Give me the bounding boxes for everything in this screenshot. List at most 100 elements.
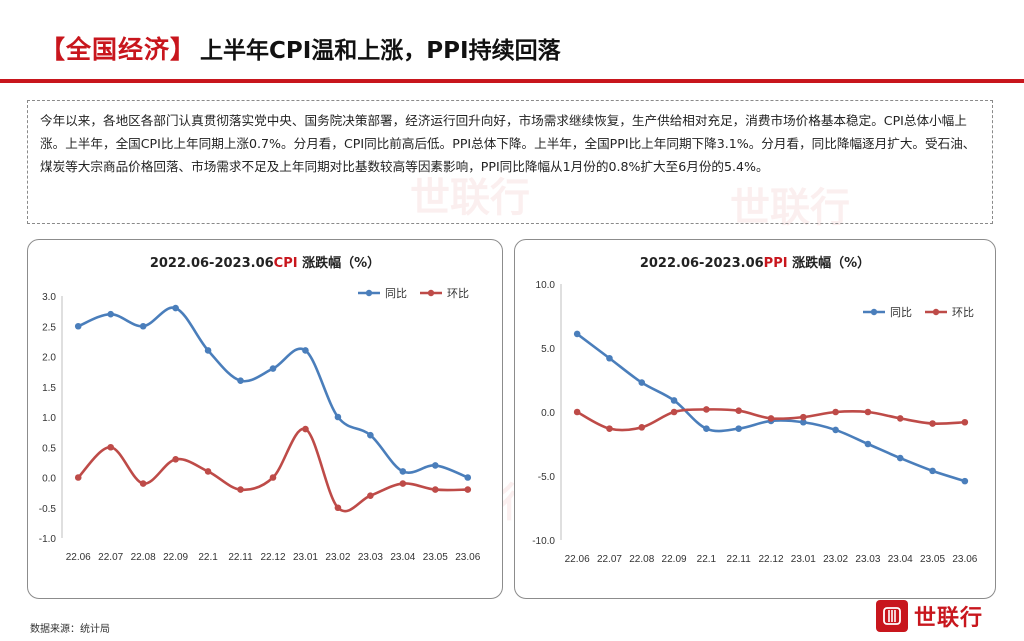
ppi-data-point bbox=[735, 407, 742, 415]
logo-text: 世联行 bbox=[914, 606, 984, 631]
cpi-data-point bbox=[139, 322, 147, 330]
cpi-x-tick-label: 23.06 bbox=[455, 552, 480, 563]
ppi-data-point bbox=[670, 408, 678, 416]
cpi-x-tick-label: 23.02 bbox=[325, 552, 350, 563]
cpi-data-point bbox=[464, 474, 472, 481]
cpi-chart-title: 2022.06-2023.06CPI 涨跌幅（%） bbox=[28, 252, 502, 271]
cpi-x-tick-label: 23.01 bbox=[293, 552, 318, 563]
ppi-legend-label: 同比 bbox=[890, 306, 912, 319]
ppi-x-tick-label: 22.08 bbox=[629, 554, 654, 565]
cpi-data-point bbox=[172, 456, 179, 463]
cpi-data-point bbox=[107, 443, 114, 451]
cpi-x-tick-label: 22.08 bbox=[131, 552, 156, 563]
ppi-y-tick-label: 10.0 bbox=[536, 280, 556, 291]
cpi-legend-label: 环比 bbox=[447, 287, 469, 300]
ppi-data-point bbox=[864, 408, 872, 416]
cpi-title-accent: CPI bbox=[273, 256, 298, 271]
cpi-y-tick-label: 0.5 bbox=[42, 443, 56, 454]
ppi-data-point bbox=[638, 379, 646, 386]
ppi-chart-panel: 2022.06-2023.06PPI 涨跌幅（%） 10.0 5.0 0.0 -5.0… bbox=[514, 239, 996, 599]
cpi-y-tick-label: 2.5 bbox=[42, 322, 56, 333]
ppi-legend-label: 环比 bbox=[952, 306, 974, 319]
ppi-data-point bbox=[896, 415, 904, 422]
cpi-data-point bbox=[367, 431, 374, 439]
ppi-data-point bbox=[573, 330, 581, 338]
ppi-x-tick-label: 22.1 bbox=[697, 554, 717, 565]
ppi-x-tick-label: 22.06 bbox=[565, 554, 590, 565]
cpi-legend-marker bbox=[365, 289, 373, 297]
cpi-chart-panel: 2022.06-2023.06CPI 涨跌幅（%） 3.0 2.5 2.0 1.5 1.… bbox=[27, 239, 503, 599]
cpi-data-point bbox=[74, 474, 82, 481]
ppi-chart-title: 2022.06-2023.06PPI 涨跌幅（%） bbox=[515, 252, 995, 271]
ppi-data-point bbox=[896, 454, 904, 462]
ppi-data-point bbox=[929, 467, 936, 475]
ppi-y-tick-label: 0.0 bbox=[541, 408, 555, 419]
ppi-title-suffix: 涨跌幅（%） bbox=[787, 256, 871, 271]
ppi-data-point bbox=[864, 440, 872, 448]
cpi-data-point bbox=[204, 468, 212, 475]
cpi-data-point bbox=[367, 492, 374, 499]
cpi-y-tick-label: 1.5 bbox=[42, 383, 56, 394]
ppi-line-chart: 10.0 5.0 0.0 -5.0 -10.0 22.06 22.07 22.08 22.09 2… bbox=[532, 280, 978, 565]
cpi-x-tick-label: 23.04 bbox=[390, 552, 415, 563]
cpi-y-tick-label: 2.0 bbox=[42, 353, 56, 364]
ppi-x-tick-label: 23.02 bbox=[823, 554, 848, 565]
ppi-data-point bbox=[606, 354, 613, 362]
cpi-x-tick-label: 22.09 bbox=[163, 552, 188, 563]
ppi-x-tick-label: 23.03 bbox=[855, 554, 880, 565]
cpi-data-point bbox=[432, 462, 439, 469]
headline: 上半年CPI温和上涨，PPI持续回落 bbox=[200, 38, 561, 64]
cpi-y-tick-label: 3.0 bbox=[42, 292, 56, 303]
cpi-y-tick-label: 0.0 bbox=[42, 474, 56, 485]
company-logo: 世联行 bbox=[876, 600, 983, 632]
ppi-data-point bbox=[703, 406, 710, 413]
summary-text: 今年以来，各地区各部门认真贯彻落实党中央、国务院决策部署，经济运行回升向好，市场… bbox=[27, 100, 993, 224]
cpi-title-period: 2022.06-2023.06 bbox=[149, 256, 274, 271]
ppi-y-tick-label: -5.0 bbox=[538, 472, 556, 483]
ppi-data-point bbox=[670, 397, 678, 404]
ppi-series-line-yoy bbox=[576, 332, 966, 483]
ppi-x-tick-label: 23.04 bbox=[888, 554, 913, 565]
cpi-data-point bbox=[269, 365, 277, 372]
ppi-data-point bbox=[735, 425, 742, 432]
cpi-title-suffix: 涨跌幅（%） bbox=[297, 256, 381, 271]
section-tag: 【全国经济】 bbox=[40, 35, 197, 64]
ppi-x-tick-label: 22.12 bbox=[758, 554, 783, 565]
ppi-data-point bbox=[832, 426, 839, 434]
cpi-y-tick-label: -1.0 bbox=[39, 534, 57, 545]
cpi-data-point bbox=[172, 304, 179, 312]
cpi-x-tick-label: 22.12 bbox=[260, 552, 285, 563]
cpi-data-point bbox=[334, 504, 342, 512]
cpi-data-point bbox=[399, 480, 407, 487]
title-divider bbox=[0, 79, 1024, 83]
ppi-x-tick-label: 23.06 bbox=[952, 554, 977, 565]
cpi-data-point bbox=[204, 347, 212, 354]
cpi-x-tick-label: 23.05 bbox=[423, 552, 448, 563]
cpi-data-point bbox=[269, 474, 277, 481]
cpi-data-point bbox=[464, 486, 472, 493]
ppi-x-tick-label: 22.11 bbox=[727, 554, 752, 565]
ppi-y-tick-label: -10.0 bbox=[532, 536, 555, 547]
cpi-legend-marker bbox=[427, 289, 435, 297]
logo-icon bbox=[876, 600, 908, 632]
page-title: 【全国经济】 上半年CPI温和上涨，PPI持续回落 bbox=[40, 28, 561, 68]
ppi-x-tick-label: 23.01 bbox=[791, 554, 816, 565]
ppi-data-point bbox=[606, 425, 613, 432]
cpi-series-line-yoy bbox=[77, 306, 469, 479]
cpi-legend-label: 同比 bbox=[385, 287, 407, 300]
ppi-title-accent: PPI bbox=[763, 256, 788, 271]
ppi-data-point bbox=[800, 418, 807, 426]
cpi-x-tick-label: 22.07 bbox=[98, 552, 123, 563]
cpi-x-tick-label: 23.03 bbox=[358, 552, 383, 563]
ppi-data-point bbox=[961, 418, 969, 426]
cpi-data-point bbox=[139, 480, 147, 487]
cpi-x-tick-label: 22.1 bbox=[198, 552, 218, 563]
ppi-data-point bbox=[929, 420, 936, 427]
ppi-data-point bbox=[800, 413, 807, 421]
ppi-x-tick-label: 22.07 bbox=[597, 554, 622, 565]
cpi-data-point bbox=[302, 347, 309, 354]
cpi-data-point bbox=[74, 322, 82, 330]
cpi-data-point bbox=[334, 413, 342, 421]
cpi-line-chart: 3.0 2.5 2.0 1.5 1.0 0.5 0.0 -0.5 -1.0 22.06 22.07 2… bbox=[39, 287, 481, 563]
data-source: 数据来源：统计局 bbox=[30, 624, 110, 635]
